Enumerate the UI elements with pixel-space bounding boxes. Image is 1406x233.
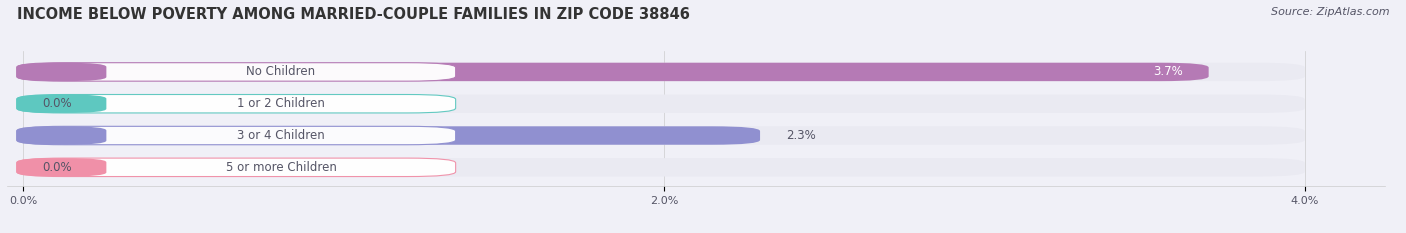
FancyBboxPatch shape	[17, 63, 456, 81]
Text: No Children: No Children	[246, 65, 315, 79]
Text: 3 or 4 Children: 3 or 4 Children	[238, 129, 325, 142]
FancyBboxPatch shape	[22, 126, 1305, 145]
FancyBboxPatch shape	[22, 63, 1209, 81]
FancyBboxPatch shape	[17, 158, 107, 177]
FancyBboxPatch shape	[17, 63, 107, 81]
Text: 3.7%: 3.7%	[1153, 65, 1182, 79]
FancyBboxPatch shape	[17, 95, 456, 113]
FancyBboxPatch shape	[17, 158, 456, 177]
FancyBboxPatch shape	[22, 126, 761, 145]
FancyBboxPatch shape	[22, 95, 1305, 113]
FancyBboxPatch shape	[17, 126, 456, 145]
FancyBboxPatch shape	[22, 63, 1305, 81]
Text: 0.0%: 0.0%	[42, 97, 72, 110]
Text: 1 or 2 Children: 1 or 2 Children	[238, 97, 325, 110]
Text: INCOME BELOW POVERTY AMONG MARRIED-COUPLE FAMILIES IN ZIP CODE 38846: INCOME BELOW POVERTY AMONG MARRIED-COUPL…	[17, 7, 690, 22]
Text: 5 or more Children: 5 or more Children	[225, 161, 336, 174]
Text: 0.0%: 0.0%	[42, 161, 72, 174]
Text: 2.3%: 2.3%	[786, 129, 815, 142]
FancyBboxPatch shape	[17, 126, 107, 145]
FancyBboxPatch shape	[22, 158, 1305, 177]
FancyBboxPatch shape	[17, 95, 107, 113]
Text: Source: ZipAtlas.com: Source: ZipAtlas.com	[1271, 7, 1389, 17]
